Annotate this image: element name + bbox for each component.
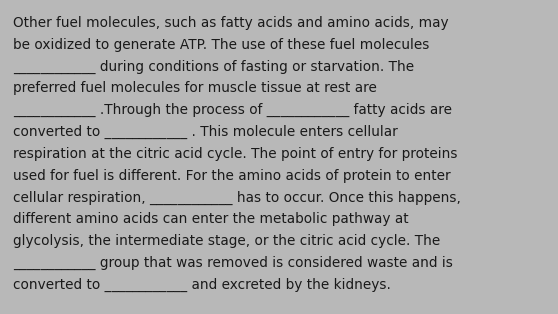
Text: ____________ .Through the process of ____________ fatty acids are: ____________ .Through the process of ___…	[13, 103, 452, 117]
Text: respiration at the citric acid cycle. The point of entry for proteins: respiration at the citric acid cycle. Th…	[13, 147, 458, 161]
Text: ____________ during conditions of fasting or starvation. The: ____________ during conditions of fastin…	[13, 60, 414, 74]
Text: converted to ____________ . This molecule enters cellular: converted to ____________ . This molecul…	[13, 125, 398, 139]
Text: different amino acids can enter the metabolic pathway at: different amino acids can enter the meta…	[13, 212, 408, 226]
Text: be oxidized to generate ATP. The use of these fuel molecules: be oxidized to generate ATP. The use of …	[13, 38, 429, 52]
Text: glycolysis, the intermediate stage, or the citric acid cycle. The: glycolysis, the intermediate stage, or t…	[13, 234, 440, 248]
Text: used for fuel is different. For the amino acids of protein to enter: used for fuel is different. For the amin…	[13, 169, 451, 183]
Text: preferred fuel molecules for muscle tissue at rest are: preferred fuel molecules for muscle tiss…	[13, 81, 377, 95]
Text: converted to ____________ and excreted by the kidneys.: converted to ____________ and excreted b…	[13, 278, 391, 292]
Text: Other fuel molecules, such as fatty acids and amino acids, may: Other fuel molecules, such as fatty acid…	[13, 16, 449, 30]
Text: ____________ group that was removed is considered waste and is: ____________ group that was removed is c…	[13, 256, 453, 270]
Text: cellular respiration, ____________ has to occur. Once this happens,: cellular respiration, ____________ has t…	[13, 190, 461, 204]
